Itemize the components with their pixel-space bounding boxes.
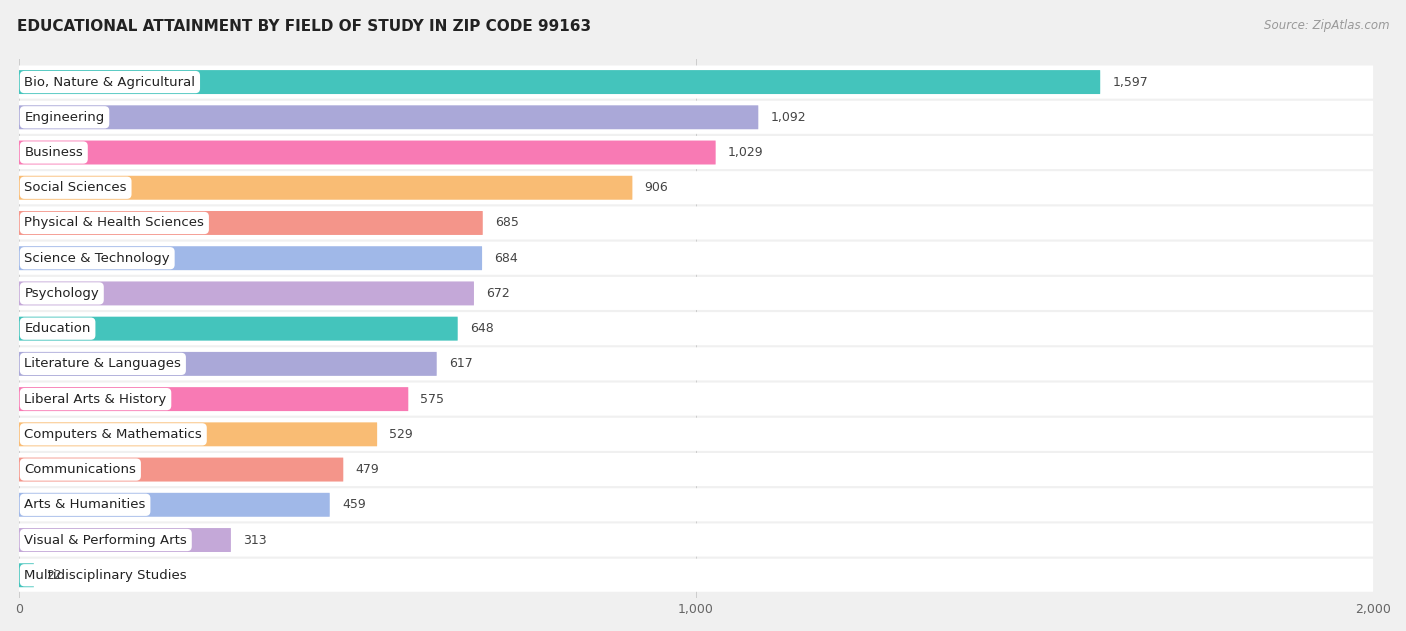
Text: Source: ZipAtlas.com: Source: ZipAtlas.com [1264,19,1389,32]
FancyBboxPatch shape [20,101,1374,134]
Text: Visual & Performing Arts: Visual & Performing Arts [24,534,187,546]
Text: 684: 684 [495,252,517,264]
FancyBboxPatch shape [20,176,633,200]
FancyBboxPatch shape [20,242,1374,274]
Text: Education: Education [24,322,91,335]
FancyBboxPatch shape [20,317,458,341]
FancyBboxPatch shape [20,171,1374,204]
FancyBboxPatch shape [20,387,408,411]
FancyBboxPatch shape [20,66,1374,98]
FancyBboxPatch shape [20,493,330,517]
FancyBboxPatch shape [20,422,377,446]
FancyBboxPatch shape [20,277,1374,310]
Text: 1,092: 1,092 [770,111,806,124]
Text: 479: 479 [356,463,380,476]
FancyBboxPatch shape [20,524,1374,557]
Text: Liberal Arts & History: Liberal Arts & History [24,392,167,406]
Text: 906: 906 [644,181,668,194]
FancyBboxPatch shape [20,558,1374,592]
FancyBboxPatch shape [20,136,1374,169]
Text: 313: 313 [243,534,267,546]
Text: 617: 617 [449,357,472,370]
Text: 685: 685 [495,216,519,230]
FancyBboxPatch shape [20,206,1374,240]
FancyBboxPatch shape [20,563,34,587]
Text: 1,597: 1,597 [1112,76,1149,88]
Text: 575: 575 [420,392,444,406]
FancyBboxPatch shape [20,246,482,270]
FancyBboxPatch shape [20,382,1374,416]
FancyBboxPatch shape [20,105,758,129]
Text: 22: 22 [46,569,62,582]
Text: Business: Business [24,146,83,159]
Text: 459: 459 [342,498,366,511]
FancyBboxPatch shape [20,418,1374,451]
FancyBboxPatch shape [20,70,1101,94]
FancyBboxPatch shape [20,347,1374,380]
Text: Psychology: Psychology [24,287,100,300]
FancyBboxPatch shape [20,528,231,552]
Text: 672: 672 [486,287,510,300]
Text: Physical & Health Sciences: Physical & Health Sciences [24,216,204,230]
Text: 1,029: 1,029 [728,146,763,159]
Text: 648: 648 [470,322,494,335]
FancyBboxPatch shape [20,312,1374,345]
FancyBboxPatch shape [20,211,482,235]
Text: Science & Technology: Science & Technology [24,252,170,264]
Text: Communications: Communications [24,463,136,476]
Text: 529: 529 [389,428,413,441]
FancyBboxPatch shape [20,457,343,481]
FancyBboxPatch shape [20,488,1374,521]
FancyBboxPatch shape [20,281,474,305]
Text: Multidisciplinary Studies: Multidisciplinary Studies [24,569,187,582]
FancyBboxPatch shape [20,141,716,165]
Text: Arts & Humanities: Arts & Humanities [24,498,146,511]
FancyBboxPatch shape [20,453,1374,486]
FancyBboxPatch shape [20,352,437,376]
Text: Social Sciences: Social Sciences [24,181,127,194]
Text: Bio, Nature & Agricultural: Bio, Nature & Agricultural [24,76,195,88]
Text: Engineering: Engineering [24,111,104,124]
Text: EDUCATIONAL ATTAINMENT BY FIELD OF STUDY IN ZIP CODE 99163: EDUCATIONAL ATTAINMENT BY FIELD OF STUDY… [17,19,591,34]
Text: Computers & Mathematics: Computers & Mathematics [24,428,202,441]
Text: Literature & Languages: Literature & Languages [24,357,181,370]
